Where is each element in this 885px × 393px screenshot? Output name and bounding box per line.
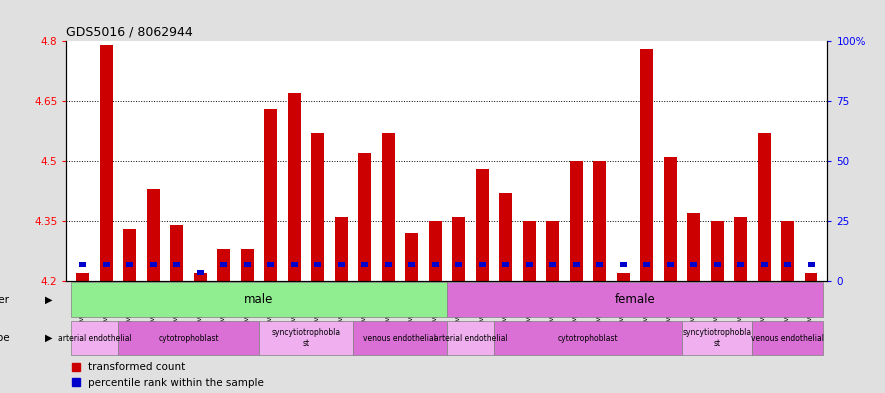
Bar: [150, 262, 157, 266]
Bar: [804, 273, 818, 281]
Bar: [100, 45, 112, 281]
Bar: [288, 93, 301, 281]
Bar: [267, 262, 274, 266]
Text: arterial endothelial: arterial endothelial: [434, 334, 507, 343]
Bar: [784, 262, 791, 266]
Bar: [570, 161, 582, 281]
Text: ▶: ▶: [45, 333, 53, 343]
Bar: [734, 217, 747, 281]
Bar: [752, 321, 823, 355]
Bar: [499, 193, 512, 281]
Bar: [71, 321, 118, 355]
Text: venous endothelial: venous endothelial: [364, 334, 436, 343]
Text: GDS5016 / 8062944: GDS5016 / 8062944: [66, 26, 193, 39]
Bar: [620, 262, 627, 266]
Bar: [479, 262, 486, 266]
Bar: [194, 273, 207, 281]
Bar: [265, 109, 277, 281]
Bar: [353, 321, 447, 355]
Legend: transformed count, percentile rank within the sample: transformed count, percentile rank withi…: [72, 362, 264, 387]
Bar: [76, 273, 89, 281]
Bar: [170, 225, 183, 281]
Bar: [758, 133, 771, 281]
Bar: [640, 49, 653, 281]
Bar: [447, 321, 494, 355]
Bar: [713, 262, 720, 266]
Bar: [664, 157, 676, 281]
Bar: [643, 262, 650, 266]
Bar: [681, 321, 752, 355]
Bar: [447, 283, 823, 317]
Bar: [546, 221, 559, 281]
Bar: [807, 262, 814, 266]
Text: cytotrophoblast: cytotrophoblast: [158, 334, 219, 343]
Bar: [290, 262, 297, 266]
Bar: [455, 262, 462, 266]
Bar: [358, 153, 371, 281]
Text: syncytiotrophobla
st: syncytiotrophobla st: [682, 328, 751, 348]
Bar: [335, 217, 348, 281]
Bar: [523, 221, 535, 281]
Bar: [338, 262, 345, 266]
Text: female: female: [614, 293, 655, 306]
Bar: [385, 262, 392, 266]
Bar: [687, 213, 700, 281]
Bar: [220, 262, 227, 266]
Bar: [573, 262, 580, 266]
Bar: [196, 270, 204, 275]
Bar: [452, 217, 466, 281]
Bar: [259, 321, 353, 355]
Bar: [526, 262, 533, 266]
Bar: [381, 133, 395, 281]
Bar: [549, 262, 556, 266]
Text: venous endothelial: venous endothelial: [751, 334, 824, 343]
Bar: [118, 321, 259, 355]
Text: male: male: [244, 293, 273, 306]
Bar: [494, 321, 681, 355]
Bar: [71, 283, 447, 317]
Bar: [428, 221, 442, 281]
Bar: [147, 189, 160, 281]
Text: gender: gender: [0, 295, 9, 305]
Text: cytotrophoblast: cytotrophoblast: [558, 334, 619, 343]
Text: syncytiotrophobla
st: syncytiotrophobla st: [272, 328, 341, 348]
Bar: [218, 249, 230, 281]
Bar: [476, 169, 489, 281]
Bar: [408, 262, 415, 266]
Bar: [617, 273, 629, 281]
Bar: [361, 262, 368, 266]
Bar: [80, 262, 87, 266]
Bar: [405, 233, 418, 281]
Bar: [127, 262, 134, 266]
Bar: [593, 161, 606, 281]
Text: ▶: ▶: [45, 295, 53, 305]
Text: cell type: cell type: [0, 333, 9, 343]
Bar: [123, 229, 136, 281]
Bar: [243, 262, 250, 266]
Text: arterial endothelial: arterial endothelial: [58, 334, 132, 343]
Bar: [690, 262, 697, 266]
Bar: [173, 262, 181, 266]
Bar: [760, 262, 767, 266]
Bar: [666, 262, 673, 266]
Bar: [314, 262, 321, 266]
Bar: [737, 262, 744, 266]
Bar: [711, 221, 724, 281]
Bar: [781, 221, 794, 281]
Bar: [596, 262, 604, 266]
Bar: [241, 249, 254, 281]
Bar: [502, 262, 509, 266]
Bar: [312, 133, 324, 281]
Bar: [432, 262, 439, 266]
Bar: [103, 262, 110, 266]
